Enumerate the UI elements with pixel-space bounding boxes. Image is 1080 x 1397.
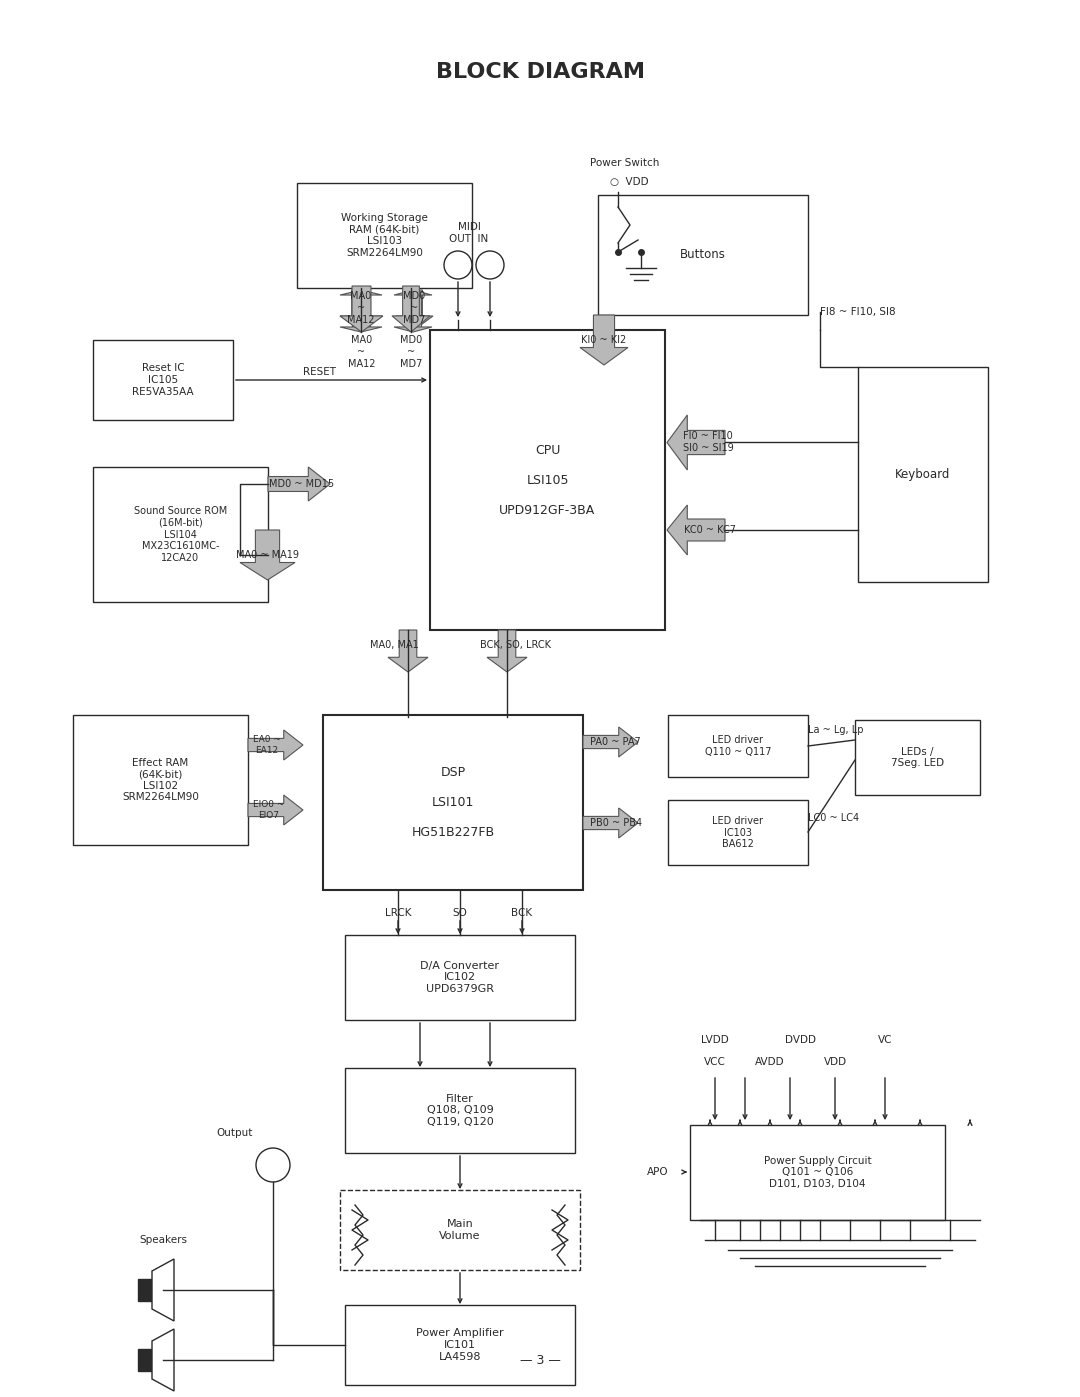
- Text: LEDs /
7Seg. LED: LEDs / 7Seg. LED: [891, 747, 944, 768]
- Bar: [669, 800, 808, 865]
- Text: MA0, MA1: MA0, MA1: [370, 640, 419, 650]
- Bar: [297, 183, 472, 288]
- Bar: [855, 719, 980, 795]
- Text: MA0
~
MA12: MA0 ~ MA12: [348, 292, 375, 324]
- Text: SO: SO: [453, 908, 468, 918]
- Bar: [669, 715, 808, 777]
- Polygon shape: [340, 286, 383, 332]
- Text: Reset IC
IC105
RE5VA35AA: Reset IC IC105 RE5VA35AA: [132, 363, 193, 397]
- Polygon shape: [667, 504, 725, 555]
- Bar: [430, 330, 665, 630]
- Bar: [73, 715, 248, 845]
- Polygon shape: [580, 314, 627, 365]
- Bar: [858, 367, 988, 583]
- Bar: [93, 467, 268, 602]
- Text: Filter
Q108, Q109
Q119, Q120: Filter Q108, Q109 Q119, Q120: [427, 1094, 494, 1127]
- Text: MA0
~
MA12: MA0 ~ MA12: [348, 335, 375, 369]
- Bar: [352, 295, 370, 327]
- Text: VDD: VDD: [823, 1058, 847, 1067]
- Polygon shape: [152, 1259, 174, 1322]
- Polygon shape: [667, 415, 725, 469]
- Text: FI0 ~ FI10
SI0 ~ SI19: FI0 ~ FI10 SI0 ~ SI19: [683, 432, 733, 453]
- Polygon shape: [268, 467, 330, 502]
- Bar: [138, 1280, 152, 1301]
- Text: EA0 ~
EA12: EA0 ~ EA12: [253, 735, 281, 754]
- Text: DVDD: DVDD: [784, 1035, 815, 1045]
- Bar: [345, 1305, 575, 1384]
- Text: MIDI
OUT  IN: MIDI OUT IN: [449, 222, 488, 244]
- Polygon shape: [248, 731, 303, 760]
- Text: LC0 ~ LC4: LC0 ~ LC4: [808, 813, 859, 823]
- Bar: [93, 339, 233, 420]
- Text: D/A Converter
IC102
UPD6379GR: D/A Converter IC102 UPD6379GR: [420, 961, 499, 995]
- Text: RESET: RESET: [303, 367, 337, 377]
- Polygon shape: [395, 291, 433, 330]
- Polygon shape: [583, 807, 638, 838]
- Text: APO: APO: [647, 1166, 669, 1178]
- Text: VCC: VCC: [704, 1058, 726, 1067]
- Text: KC0 ~ KC7: KC0 ~ KC7: [684, 525, 735, 535]
- Text: LRCK: LRCK: [384, 908, 411, 918]
- Text: LED driver
Q110 ~ Q117: LED driver Q110 ~ Q117: [705, 735, 771, 757]
- Polygon shape: [394, 291, 432, 295]
- Text: PB0 ~ PB4: PB0 ~ PB4: [590, 819, 643, 828]
- Bar: [323, 715, 583, 890]
- Text: PA0 ~ PA7: PA0 ~ PA7: [590, 738, 640, 747]
- Text: Speakers: Speakers: [139, 1235, 187, 1245]
- Text: Buttons: Buttons: [680, 249, 726, 261]
- Bar: [345, 1067, 575, 1153]
- Polygon shape: [340, 291, 382, 295]
- Text: BCK: BCK: [512, 908, 532, 918]
- Polygon shape: [248, 795, 303, 826]
- Polygon shape: [340, 327, 382, 332]
- Text: LED driver
IC103
BA612: LED driver IC103 BA612: [713, 816, 764, 849]
- Text: Power Amplifier
IC101
LA4598: Power Amplifier IC101 LA4598: [416, 1329, 503, 1362]
- Text: Main
Volume: Main Volume: [440, 1220, 481, 1241]
- Text: MD0
~
MD7: MD0 ~ MD7: [403, 292, 426, 324]
- Text: MD0
~
MD7: MD0 ~ MD7: [400, 335, 422, 369]
- Text: — 3 —: — 3 —: [519, 1354, 561, 1366]
- Bar: [340, 1190, 580, 1270]
- Polygon shape: [388, 630, 428, 672]
- Text: FI8 ~ FI10, SI8: FI8 ~ FI10, SI8: [820, 307, 895, 317]
- Text: La ~ Lg, Lp: La ~ Lg, Lp: [808, 725, 864, 735]
- Text: Sound Source ROM
(16M-bit)
LSI104
MX23C1610MC-
12CA20: Sound Source ROM (16M-bit) LSI104 MX23C1…: [134, 506, 227, 563]
- Bar: [690, 1125, 945, 1220]
- Polygon shape: [583, 726, 638, 757]
- Text: BCK, SO, LRCK: BCK, SO, LRCK: [480, 640, 551, 650]
- Text: ○  VDD: ○ VDD: [610, 177, 649, 187]
- Bar: [345, 935, 575, 1020]
- Bar: [138, 1350, 152, 1370]
- Text: Keyboard: Keyboard: [895, 468, 950, 481]
- Text: DSP

LSI101

HG51B227FB: DSP LSI101 HG51B227FB: [411, 766, 495, 840]
- Polygon shape: [340, 291, 382, 330]
- Text: CPU

LSI105

UPD912GF-3BA: CPU LSI105 UPD912GF-3BA: [499, 443, 596, 517]
- Text: MA0 ~ MA19: MA0 ~ MA19: [235, 550, 298, 560]
- Text: MD0 ~ MD15: MD0 ~ MD15: [269, 479, 334, 489]
- Text: VC: VC: [878, 1035, 892, 1045]
- Text: LVDD: LVDD: [701, 1035, 729, 1045]
- Polygon shape: [240, 529, 295, 580]
- Polygon shape: [394, 327, 432, 332]
- Text: Power Switch: Power Switch: [590, 158, 660, 168]
- Text: Working Storage
RAM (64K-bit)
LSI103
SRM2264LM90: Working Storage RAM (64K-bit) LSI103 SRM…: [341, 214, 428, 258]
- Polygon shape: [392, 286, 430, 332]
- Text: AVDD: AVDD: [755, 1058, 785, 1067]
- Bar: [405, 295, 421, 327]
- Bar: [598, 196, 808, 314]
- Text: KI0 ~ KI2: KI0 ~ KI2: [581, 335, 626, 345]
- Text: Effect RAM
(64K-bit)
LSI102
SRM2264LM90: Effect RAM (64K-bit) LSI102 SRM2264LM90: [122, 757, 199, 802]
- Text: Output: Output: [217, 1127, 253, 1139]
- Text: EIO0 ~
EIO7: EIO0 ~ EIO7: [253, 800, 284, 820]
- Text: BLOCK DIAGRAM: BLOCK DIAGRAM: [435, 61, 645, 82]
- Polygon shape: [487, 630, 527, 672]
- Polygon shape: [152, 1329, 174, 1391]
- Text: Power Supply Circuit
Q101 ~ Q106
D101, D103, D104: Power Supply Circuit Q101 ~ Q106 D101, D…: [764, 1155, 872, 1189]
